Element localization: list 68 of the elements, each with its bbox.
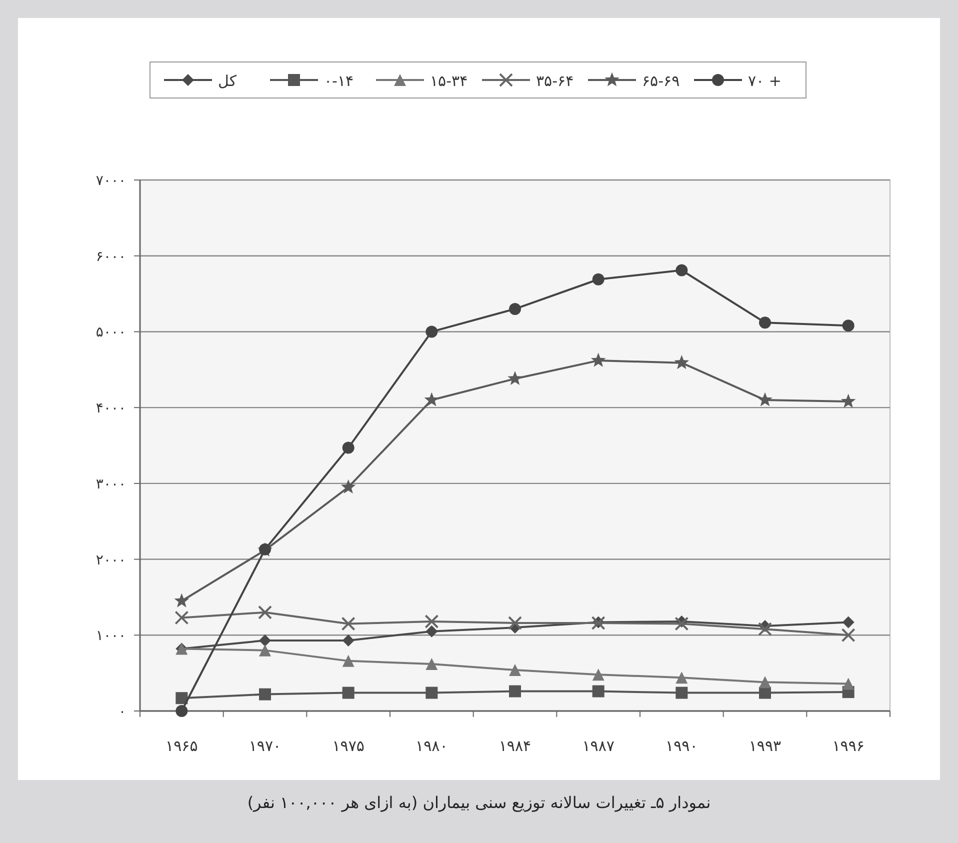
point — [426, 658, 438, 670]
point — [508, 370, 522, 386]
y-tick-label: ۶۰۰۰ — [96, 248, 126, 265]
point — [342, 654, 354, 667]
point — [424, 392, 440, 406]
point — [676, 672, 688, 684]
point — [341, 616, 356, 631]
x-tick-label: ۱۹۸۰ — [416, 737, 448, 755]
point — [258, 605, 272, 620]
point — [342, 442, 354, 454]
point — [592, 273, 604, 286]
point — [842, 678, 854, 690]
y-tick-label: ۱۰۰۰ — [96, 628, 126, 644]
text: نمودار ۵ـ تغییرات سالانه توزیع سنی بیماران (به ازای هر ۱۰۰,۰۰۰ نفر) — [247, 793, 711, 812]
y-tick-label: ۲۰۰۰ — [96, 552, 126, 568]
x-tick-label: ۱۹۹۳ — [748, 737, 782, 755]
x-tick-label: ۱۹۹۶ — [832, 737, 864, 755]
y-tick-label: ۳۰۰۰ — [96, 476, 126, 492]
point — [509, 685, 521, 698]
y-tick-label: ۵۰۰۰ — [96, 324, 126, 341]
point — [592, 685, 604, 698]
x-tick-label: ۱۹۸۴ — [498, 737, 532, 755]
point — [342, 634, 354, 646]
point — [259, 688, 271, 700]
point — [840, 394, 856, 408]
point — [424, 614, 439, 628]
point — [176, 692, 188, 704]
point — [842, 616, 854, 628]
point — [509, 664, 521, 676]
legend-label: ۰-۱۴ — [324, 72, 354, 90]
point — [676, 264, 688, 276]
x-tick-label: ۱۹۶۵ — [166, 737, 198, 755]
point — [259, 634, 271, 646]
x-tick-label: ۱۹۹۰ — [666, 737, 698, 755]
y-tick-label: ۰ — [118, 704, 126, 720]
x-tick-label: ۱۹۷۵ — [332, 737, 364, 755]
legend-label: ۳۵-۶۴ — [536, 72, 574, 90]
y-tick-label: ۴۰۰۰ — [96, 400, 126, 417]
point — [676, 686, 688, 699]
point — [342, 686, 354, 699]
legend-label: ۱۵-۳۴ — [430, 72, 468, 90]
point — [590, 352, 606, 367]
point — [509, 302, 521, 315]
point — [176, 705, 188, 717]
legend-label: کل — [218, 72, 238, 90]
point — [174, 610, 189, 625]
point — [340, 479, 356, 494]
point — [426, 625, 438, 638]
point — [674, 355, 690, 370]
point — [174, 593, 190, 608]
point — [842, 320, 854, 332]
point — [759, 676, 771, 688]
legend-label: ۷۰ + — [748, 72, 782, 90]
point — [759, 686, 771, 699]
point — [259, 644, 271, 656]
point — [426, 326, 438, 338]
y-tick-label: ۷۰۰۰ — [96, 173, 126, 189]
point — [841, 628, 856, 642]
x-tick-label: ۱۹۸۷ — [582, 737, 614, 755]
point — [759, 316, 771, 329]
point — [758, 392, 772, 406]
point — [758, 622, 772, 636]
point — [592, 668, 604, 681]
point — [426, 686, 438, 699]
legend-label: ۶۵-۶۹ — [642, 72, 680, 90]
point — [674, 616, 689, 631]
point — [508, 616, 522, 630]
x-tick-label: ۱۹۷۰ — [248, 737, 282, 755]
